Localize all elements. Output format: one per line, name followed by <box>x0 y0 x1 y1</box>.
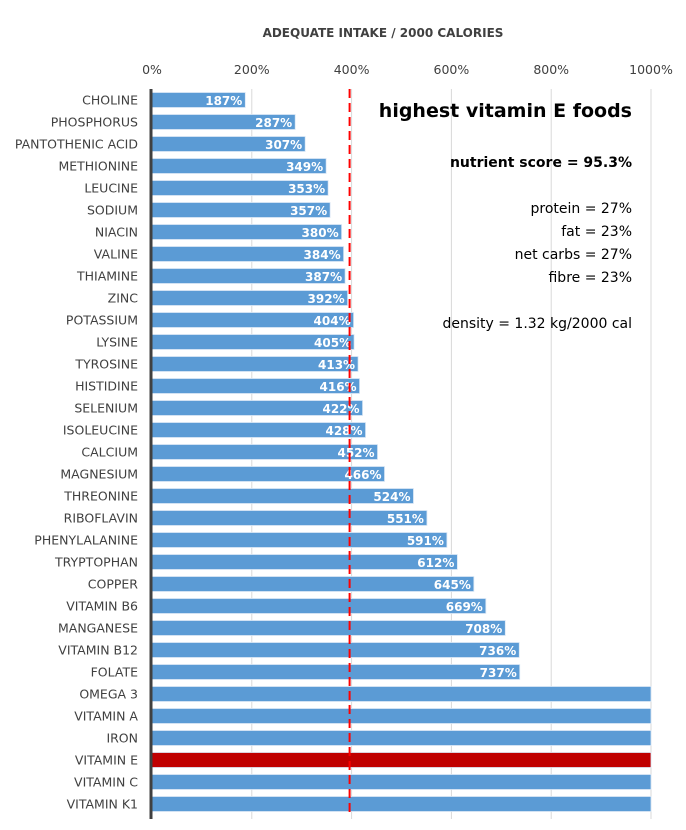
x-tick-label: 1000% <box>629 62 673 77</box>
category-label: SELENIUM <box>74 401 138 416</box>
bar <box>151 752 652 768</box>
category-label: FOLATE <box>91 665 138 680</box>
category-label: HISTIDINE <box>75 379 138 394</box>
category-label: MANGANESE <box>58 621 138 636</box>
bar <box>151 510 428 526</box>
bar <box>151 576 475 592</box>
data-label: 737% <box>480 666 517 680</box>
x-tick-label: 800% <box>533 62 569 77</box>
category-label: VITAMIN K1 <box>67 797 138 812</box>
bar <box>151 708 652 724</box>
category-label: TYROSINE <box>74 357 138 372</box>
category-label: POTASSIUM <box>66 313 138 328</box>
category-label: VITAMIN B6 <box>66 599 138 614</box>
x-tick-label: 400% <box>334 62 370 77</box>
data-label: 413% <box>318 358 355 372</box>
category-label: RIBOFLAVIN <box>64 511 138 526</box>
category-label: THIAMINE <box>76 269 138 284</box>
category-label: NIACIN <box>95 225 138 240</box>
category-label: SODIUM <box>87 203 138 218</box>
bar <box>151 664 521 680</box>
bar <box>151 796 652 812</box>
data-label: 404% <box>314 314 351 328</box>
data-label: 187% <box>205 94 242 108</box>
data-label: 307% <box>265 138 302 152</box>
category-label: PHENYLALANINE <box>34 533 138 548</box>
data-label: 380% <box>302 226 339 240</box>
x-axis-ticks: 0% 200% 400% 600% 800% 1000% <box>142 62 673 77</box>
data-label: 708% <box>465 622 502 636</box>
data-label: 591% <box>407 534 444 548</box>
category-label: LYSINE <box>96 335 138 350</box>
category-label: CALCIUM <box>81 445 138 460</box>
data-label: 287% <box>255 116 292 130</box>
bar <box>151 774 652 790</box>
category-label: ISOLEUCINE <box>63 423 138 438</box>
bar <box>151 620 506 636</box>
category-label: VITAMIN E <box>75 753 138 768</box>
data-label: 452% <box>337 446 374 460</box>
category-label: LEUCINE <box>84 181 138 196</box>
data-labels: 187% 287% 307% 349% 353% 357% 380% 384% 387% 392%… <box>205 94 517 680</box>
category-label: VITAMIN A <box>74 709 138 724</box>
data-label: 405% <box>314 336 351 350</box>
annotation-protein: protein = 27% <box>530 201 632 217</box>
data-label: 428% <box>325 424 362 438</box>
data-label: 669% <box>446 600 483 614</box>
data-label: 387% <box>305 270 342 284</box>
category-label: VALINE <box>94 247 138 262</box>
annotation-title: highest vitamin E foods <box>378 100 632 122</box>
category-label: IRON <box>106 731 138 746</box>
annotation-fibre: fibre = 23% <box>548 270 632 286</box>
annotation-nutrient-score: nutrient score = 95.3% <box>449 155 632 171</box>
bar <box>151 598 487 614</box>
category-label: PHOSPHORUS <box>51 115 138 130</box>
x-tick-label: 200% <box>234 62 270 77</box>
bar <box>151 642 520 658</box>
data-label: 736% <box>479 644 516 658</box>
data-label: 353% <box>288 182 325 196</box>
category-label: VITAMIN C <box>74 775 138 790</box>
bar <box>151 554 458 570</box>
data-label: 466% <box>344 468 381 482</box>
category-label: MAGNESIUM <box>60 467 138 482</box>
annotation-net-carbs: net carbs = 27% <box>514 247 632 263</box>
bar <box>151 686 652 702</box>
category-label: COPPER <box>88 577 139 592</box>
data-label: 612% <box>417 556 454 570</box>
bar <box>151 730 652 746</box>
data-label: 349% <box>286 160 323 174</box>
category-label: VITAMIN B12 <box>58 643 138 658</box>
category-label: CHOLINE <box>82 93 138 108</box>
x-tick-label: 600% <box>434 62 470 77</box>
annotation-fat: fat = 23% <box>561 224 632 240</box>
x-tick-label: 0% <box>142 62 162 77</box>
chart-title: ADEQUATE INTAKE / 2000 CALORIES <box>263 26 504 40</box>
bars <box>151 92 652 812</box>
data-label: 422% <box>322 402 359 416</box>
annotation-density: density = 1.32 kg/2000 cal <box>442 316 632 332</box>
category-label: PANTOTHENIC ACID <box>15 137 138 152</box>
data-label: 357% <box>290 204 327 218</box>
category-label: THREONINE <box>63 489 138 504</box>
data-label: 551% <box>387 512 424 526</box>
bar <box>151 532 448 548</box>
category-label: TRYPTOPHAN <box>54 555 138 570</box>
data-label: 384% <box>304 248 341 262</box>
data-label: 416% <box>320 380 357 394</box>
data-label: 392% <box>308 292 345 306</box>
data-label: 645% <box>434 578 471 592</box>
category-label: METHIONINE <box>58 159 138 174</box>
data-label: 524% <box>373 490 410 504</box>
category-labels: CHOLINE PHOSPHORUS PANTOTHENIC ACID METHION… <box>15 93 139 812</box>
category-label: ZINC <box>108 291 139 306</box>
category-label: OMEGA 3 <box>79 687 138 702</box>
